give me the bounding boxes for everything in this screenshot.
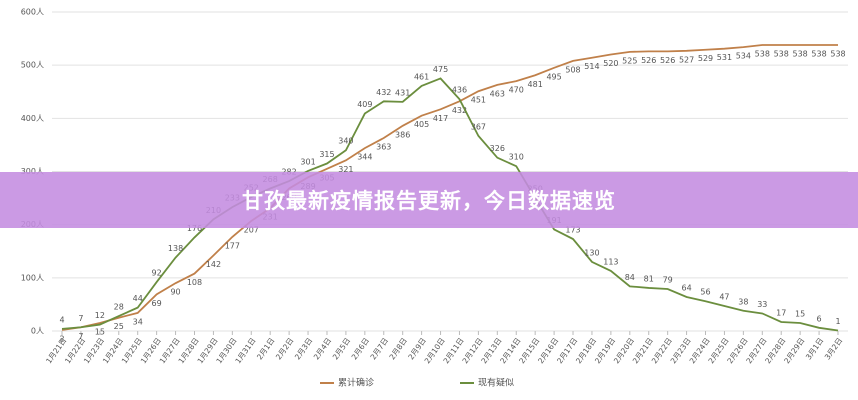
- x-tick-label: 2月6日: [350, 336, 371, 361]
- data-label: 538: [830, 49, 845, 58]
- data-label: 142: [206, 260, 221, 269]
- data-label: 6: [817, 314, 822, 323]
- data-label: 38: [738, 297, 748, 306]
- data-label: 538: [774, 49, 789, 58]
- data-label: 2: [59, 334, 64, 343]
- data-label: 7: [78, 314, 83, 323]
- data-label: 17: [776, 308, 786, 317]
- data-label: 34: [133, 317, 143, 326]
- data-label: 431: [395, 88, 410, 97]
- y-tick-label: 500人: [21, 61, 44, 70]
- data-label: 310: [509, 153, 524, 162]
- data-label: 1: [835, 317, 840, 326]
- data-label: 386: [395, 130, 410, 139]
- data-label: 363: [376, 143, 391, 152]
- x-tick-label: 2月7日: [369, 336, 390, 361]
- data-label: 461: [414, 72, 429, 81]
- data-label: 12: [95, 311, 105, 320]
- data-label: 451: [471, 96, 486, 105]
- data-label: 25: [114, 322, 124, 331]
- data-label: 534: [736, 52, 751, 61]
- data-label: 525: [622, 56, 637, 65]
- data-label: 47: [719, 293, 729, 302]
- data-label: 538: [811, 49, 826, 58]
- data-label: 138: [168, 244, 183, 253]
- data-label: 495: [546, 72, 561, 81]
- data-label: 176: [187, 224, 202, 233]
- data-label: 173: [565, 226, 580, 235]
- data-label: 481: [528, 80, 543, 89]
- legend-label: 累计确诊: [338, 377, 374, 389]
- data-label: 90: [170, 288, 180, 297]
- x-tick-label: 2月2日: [274, 336, 295, 361]
- data-label: 64: [681, 283, 691, 292]
- data-label: 405: [414, 120, 429, 129]
- data-label: 321: [338, 165, 353, 174]
- data-label: 417: [433, 114, 448, 123]
- data-label: 56: [700, 288, 710, 297]
- data-label: 340: [338, 137, 353, 146]
- x-tick-label: 2月1日: [255, 336, 276, 361]
- data-label: 44: [133, 294, 143, 303]
- data-label: 207: [244, 225, 259, 234]
- x-tick-label: 2月3日: [293, 336, 314, 361]
- series-line: [61, 77, 839, 332]
- y-tick-label: 600人: [21, 8, 44, 17]
- legend-label: 现有疑似: [478, 377, 514, 389]
- data-label: 15: [795, 310, 805, 319]
- data-label: 79: [663, 275, 673, 284]
- data-label: 508: [565, 65, 580, 74]
- x-tick-label: 3月2日: [823, 336, 844, 361]
- data-label: 92: [152, 269, 162, 278]
- data-label: 526: [660, 56, 675, 65]
- banner: 甘孜最新疫情报告更新，今日数据速览: [0, 172, 858, 228]
- y-tick-label: 400人: [21, 114, 44, 123]
- data-label: 344: [357, 153, 372, 162]
- data-label: 538: [793, 49, 808, 58]
- data-label: 526: [641, 56, 656, 65]
- data-label: 84: [625, 273, 635, 282]
- data-label: 432: [452, 106, 467, 115]
- data-label: 436: [452, 86, 467, 95]
- y-tick-label: 300人: [21, 167, 44, 176]
- data-label: 4: [59, 315, 64, 324]
- data-label: 538: [755, 49, 770, 58]
- data-label: 315: [319, 150, 334, 159]
- data-label: 81: [644, 274, 654, 283]
- data-label: 69: [152, 299, 162, 308]
- x-tick-label: 3月1日: [804, 336, 825, 361]
- data-label: 113: [603, 257, 618, 266]
- data-label: 409: [357, 100, 372, 109]
- data-label: 33: [757, 300, 767, 309]
- x-tick-label: 2月4日: [312, 336, 333, 361]
- data-label: 177: [225, 241, 240, 250]
- data-label: 108: [187, 278, 202, 287]
- data-label: 529: [698, 54, 713, 63]
- data-label: 130: [584, 248, 599, 257]
- data-label: 531: [717, 53, 732, 62]
- data-label: 514: [584, 62, 599, 71]
- banner-title: 甘孜最新疫情报告更新，今日数据速览: [242, 189, 616, 213]
- x-tick-label: 2月5日: [331, 336, 352, 361]
- data-label: 527: [679, 55, 694, 64]
- data-label: 28: [114, 303, 124, 312]
- data-label: 463: [490, 89, 505, 98]
- data-label: 367: [471, 122, 486, 131]
- data-label: 470: [509, 86, 524, 95]
- series-line: [61, 44, 838, 331]
- y-tick-label: 0人: [31, 327, 44, 336]
- x-tick-label: 2月8日: [388, 336, 409, 361]
- data-label: 301: [300, 157, 315, 166]
- data-label: 520: [603, 59, 618, 68]
- data-label: 7: [78, 332, 83, 341]
- data-label: 326: [490, 144, 505, 153]
- data-label: 15: [95, 328, 105, 337]
- data-label: 432: [376, 88, 391, 97]
- data-label: 475: [433, 65, 448, 74]
- y-tick-label: 100人: [21, 273, 44, 282]
